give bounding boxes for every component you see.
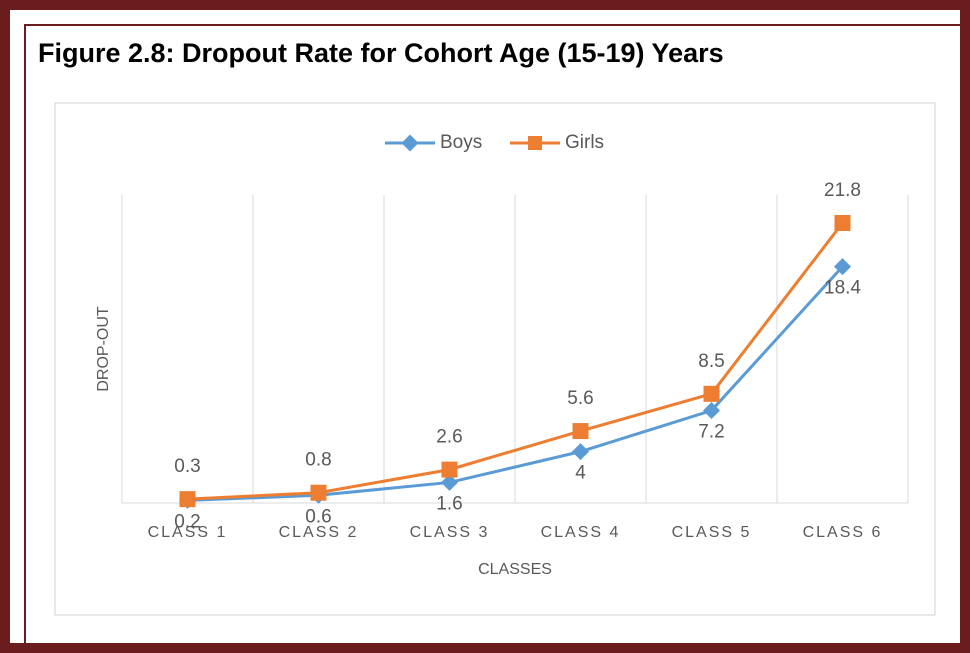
data-label: 18.4 [824, 278, 861, 299]
legend-marker [528, 136, 542, 150]
point [310, 484, 327, 501]
point [703, 385, 720, 402]
legend-label: Girls [565, 132, 604, 153]
data-label: 0.8 [305, 450, 331, 471]
figure-title: Figure 2.8: Dropout Rate for Cohort Age … [38, 38, 724, 68]
x-tick-label: CLASS 2 [279, 524, 359, 541]
legend-label: Boys [440, 132, 482, 153]
point [834, 258, 851, 276]
data-label: 21.8 [824, 180, 861, 201]
data-label: 5.6 [567, 388, 593, 409]
x-axis-label: CLASSES [478, 561, 552, 578]
y-axis-label: DROP-OUT [95, 306, 112, 392]
chart-box [54, 102, 936, 616]
x-tick-label: CLASS 6 [803, 524, 883, 541]
data-label: 1.6 [436, 493, 462, 514]
point [572, 443, 589, 461]
series-line [187, 222, 844, 501]
series-line [187, 265, 844, 502]
inner-frame [24, 24, 966, 649]
data-label: 7.2 [698, 422, 724, 443]
data-label: 8.5 [698, 351, 724, 372]
legend-marker [401, 134, 419, 152]
data-label: 0.2 [174, 511, 200, 532]
x-tick-label: CLASS 1 [148, 524, 228, 541]
x-tick-label: CLASS 5 [672, 524, 752, 541]
point [703, 402, 720, 420]
point [179, 491, 196, 508]
data-label: 2.6 [436, 427, 462, 448]
x-tick-label: CLASS 3 [410, 524, 490, 541]
x-tick-label: CLASS 4 [541, 524, 621, 541]
point [441, 473, 458, 491]
data-label: 0.6 [305, 506, 331, 527]
point [441, 461, 458, 478]
point [834, 215, 851, 231]
data-label: 0.3 [174, 456, 200, 477]
point [572, 423, 589, 440]
data-label: 4 [575, 463, 586, 484]
